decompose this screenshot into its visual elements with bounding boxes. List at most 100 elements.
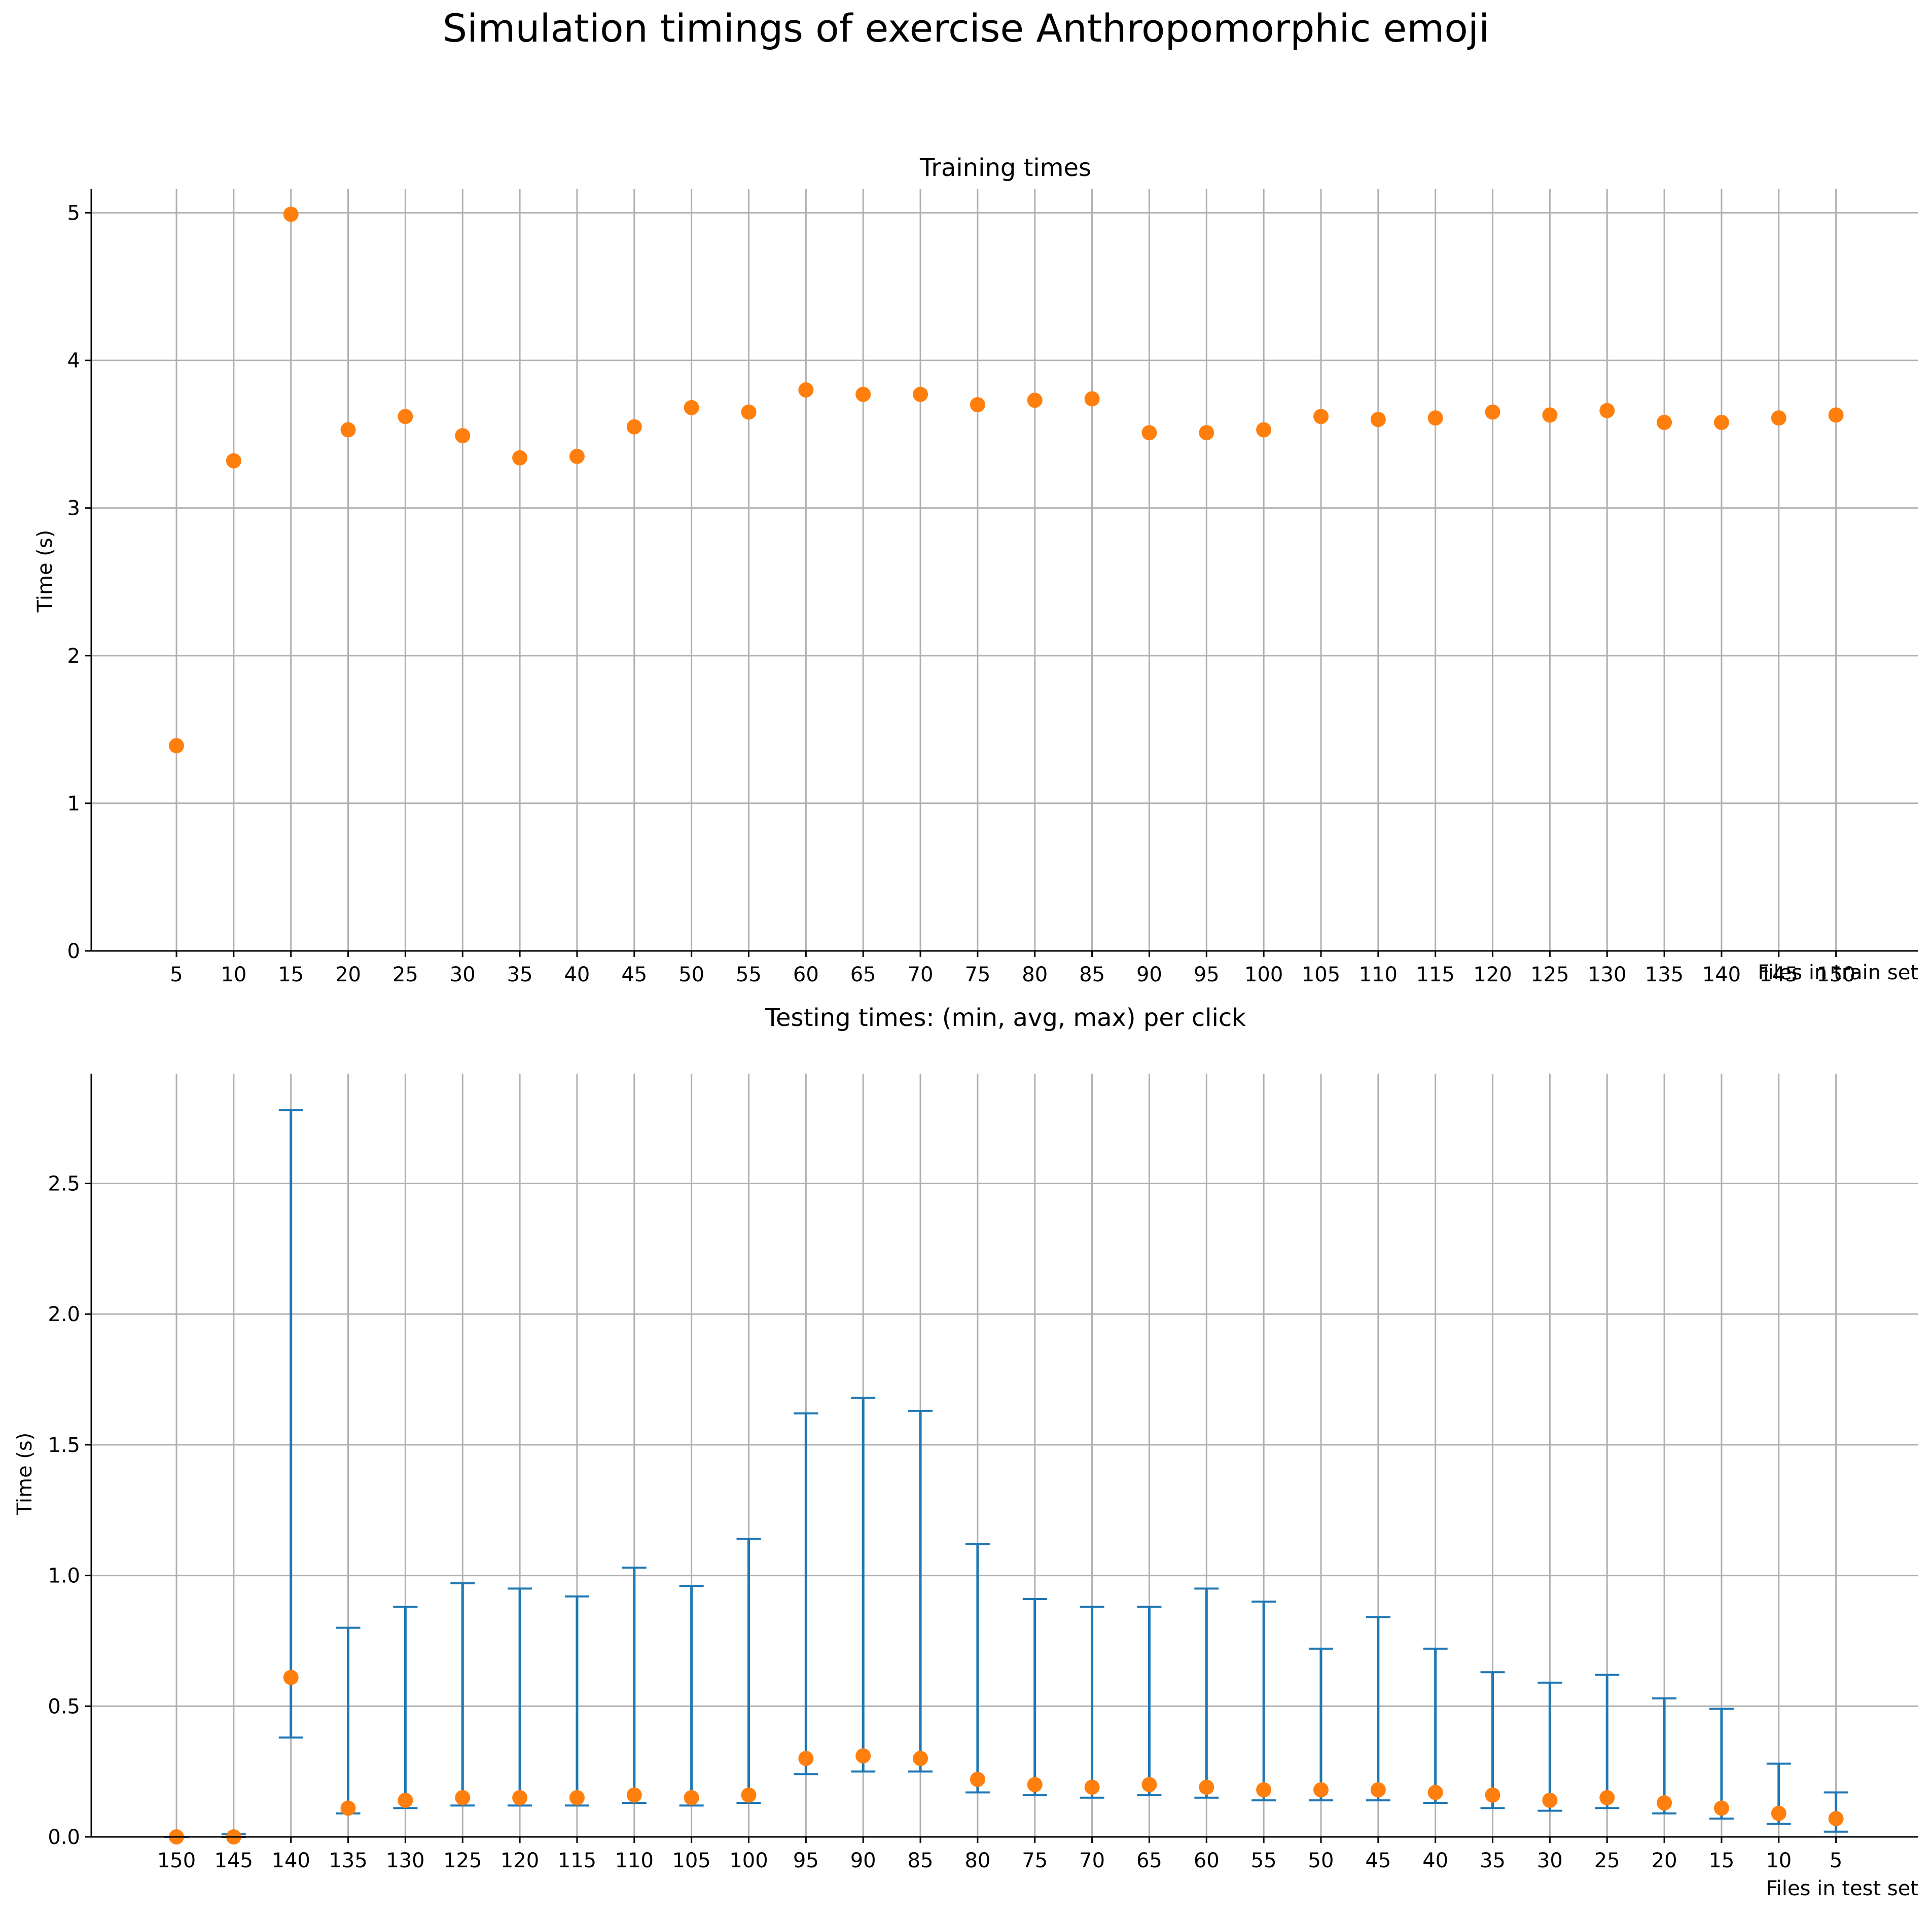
training-data-point [626, 419, 642, 435]
testing-x-tick-label: 10 [1766, 1849, 1792, 1872]
testing-y-tick-label: 1.0 [48, 1565, 80, 1588]
training-data-point [1542, 407, 1558, 423]
testing-data-point [1657, 1795, 1672, 1811]
training-x-tick-label: 55 [736, 963, 762, 986]
testing-x-tick-label: 50 [1308, 1849, 1334, 1872]
testing-x-tick-label: 70 [1079, 1849, 1105, 1872]
testing-x-tick-label: 105 [672, 1849, 710, 1872]
training-x-tick-label: 75 [964, 963, 990, 986]
training-data-point [226, 453, 241, 469]
training-x-tick-label: 60 [793, 963, 819, 986]
training-x-tick-label: 90 [1136, 963, 1162, 986]
testing-x-tick-label: 120 [500, 1849, 539, 1872]
testing-x-tick-label: 115 [558, 1849, 596, 1872]
training-data-point [1141, 425, 1157, 441]
testing-data-point [1370, 1782, 1386, 1798]
training-x-tick-label: 140 [1702, 963, 1741, 986]
testing-x-tick-label: 40 [1422, 1849, 1448, 1872]
training-x-tick-label: 15 [278, 963, 304, 986]
training-data-point [1771, 410, 1786, 426]
training-x-tick-label: 125 [1530, 963, 1569, 986]
training-data-point [1485, 404, 1500, 420]
testing-x-tick-label: 130 [386, 1849, 424, 1872]
testing-data-point [1485, 1787, 1500, 1803]
testing-data-point [1313, 1782, 1329, 1798]
testing-data-point [684, 1790, 699, 1805]
testing-x-tick-label: 75 [1022, 1849, 1048, 1872]
training-data-point [512, 450, 528, 466]
testing-x-axis-label: Files in test set [1766, 1877, 1918, 1900]
training-data-point [1713, 414, 1729, 430]
testing-x-tick-label: 35 [1480, 1849, 1506, 1872]
training-y-tick-label: 5 [67, 202, 80, 225]
training-times-chart: Training times Files in train set Time (… [33, 154, 1918, 986]
training-y-axis-label: Time (s) [33, 530, 57, 613]
testing-x-tick-label: 65 [1136, 1849, 1162, 1872]
figure-title: Simulation timings of exercise Anthropom… [443, 6, 1489, 51]
training-data-point [970, 397, 985, 412]
testing-x-tick-label: 25 [1594, 1849, 1620, 1872]
testing-y-tick-label: 2.0 [48, 1303, 80, 1326]
testing-x-tick-label: 45 [1365, 1849, 1391, 1872]
testing-y-tick-label: 0.0 [48, 1826, 80, 1849]
testing-data-point [1771, 1805, 1786, 1821]
training-x-tick-label: 50 [678, 963, 704, 986]
training-data-point [741, 404, 757, 420]
testing-data-point [569, 1790, 585, 1805]
testing-times-chart: Testing times: (min, avg, max) per click… [13, 1004, 1918, 1900]
testing-data-point [913, 1751, 928, 1766]
training-x-tick-label: 70 [908, 963, 934, 986]
training-y-tick-label: 4 [67, 349, 80, 373]
training-x-tick-label: 130 [1588, 963, 1626, 986]
testing-y-axis-label: Time (s) [13, 1433, 37, 1516]
training-y-tick-label: 2 [67, 645, 80, 668]
training-data-point [855, 386, 871, 402]
testing-y-tick-label: 1.5 [48, 1434, 80, 1457]
testing-data-point [1427, 1785, 1443, 1800]
training-x-tick-label: 65 [850, 963, 876, 986]
testing-x-tick-label: 145 [214, 1849, 253, 1872]
testing-data-point [855, 1748, 871, 1764]
training-x-tick-label: 45 [621, 963, 647, 986]
testing-data-point [1027, 1777, 1043, 1792]
testing-data-point [455, 1790, 471, 1805]
testing-data-point [283, 1670, 299, 1685]
testing-x-tick-label: 55 [1251, 1849, 1277, 1872]
training-x-tick-label: 95 [1194, 963, 1220, 986]
training-data-point [1027, 393, 1043, 408]
training-data-point [569, 448, 585, 464]
training-x-tick-label: 150 [1816, 963, 1855, 986]
training-x-tick-label: 110 [1359, 963, 1398, 986]
training-data-point [169, 738, 184, 754]
training-x-tick-label: 115 [1416, 963, 1455, 986]
training-y-tick-label: 3 [67, 497, 80, 520]
training-data-point [1599, 403, 1615, 418]
training-x-axis-label: Files in train set [1758, 961, 1918, 984]
training-x-tick-label: 30 [450, 963, 476, 986]
training-x-tick-label: 40 [564, 963, 590, 986]
testing-data-point [512, 1790, 528, 1805]
testing-x-tick-label: 5 [1830, 1849, 1842, 1872]
testing-x-tick-label: 95 [793, 1849, 819, 1872]
training-data-point [1370, 412, 1386, 428]
training-chart-title: Training times [919, 154, 1091, 182]
training-x-tick-label: 120 [1473, 963, 1512, 986]
testing-data-point [1199, 1780, 1214, 1795]
testing-x-tick-label: 80 [964, 1849, 990, 1872]
training-x-tick-label: 105 [1302, 963, 1340, 986]
training-x-tick-label: 145 [1760, 963, 1798, 986]
testing-x-tick-label: 15 [1708, 1849, 1734, 1872]
testing-data-point [1141, 1777, 1157, 1792]
testing-y-tick-label: 2.5 [48, 1172, 80, 1195]
training-data-point [1657, 414, 1672, 430]
training-x-tick-label: 80 [1022, 963, 1048, 986]
testing-x-tick-label: 85 [908, 1849, 934, 1872]
testing-x-tick-label: 30 [1537, 1849, 1563, 1872]
training-data-point [398, 409, 413, 424]
testing-x-tick-label: 20 [1652, 1849, 1677, 1872]
testing-data-point [1713, 1800, 1729, 1816]
training-data-point [1828, 407, 1844, 423]
testing-x-tick-label: 60 [1194, 1849, 1220, 1872]
training-data-point [1313, 409, 1329, 424]
